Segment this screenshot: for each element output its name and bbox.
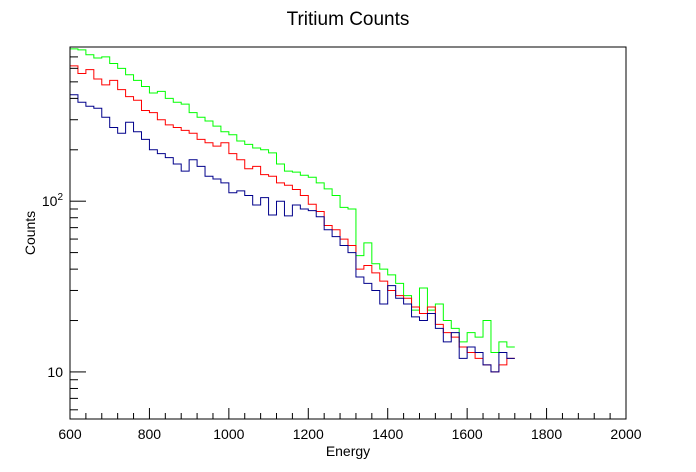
x-tick-label: 1400	[372, 426, 403, 442]
chart-title: Tritium Counts	[287, 9, 410, 30]
y-tick-label: 102	[42, 192, 64, 209]
series-line-3	[70, 94, 515, 373]
x-tick-label: 800	[138, 426, 162, 442]
x-tick-label: 1000	[213, 426, 244, 442]
y-axis-label: Counts	[22, 211, 38, 255]
series-line-1	[70, 48, 515, 353]
x-tick-label: 2000	[610, 426, 641, 442]
y-tick-labels: 10 102	[42, 192, 64, 380]
x-axis-label: Energy	[326, 443, 370, 459]
axis-ticks	[69, 46, 627, 419]
x-tick-label: 1600	[452, 426, 483, 442]
x-tick-label: 1800	[531, 426, 562, 442]
x-tick-label: 1200	[293, 426, 324, 442]
series-layer	[70, 48, 515, 373]
y-tick-label: 10	[47, 364, 63, 380]
series-line-2	[70, 65, 515, 373]
plot-frame	[69, 46, 627, 420]
x-tick-labels: 600 800 1000 1200 1400 1600 1800 2000	[58, 426, 641, 442]
x-tick-label: 600	[58, 426, 82, 442]
